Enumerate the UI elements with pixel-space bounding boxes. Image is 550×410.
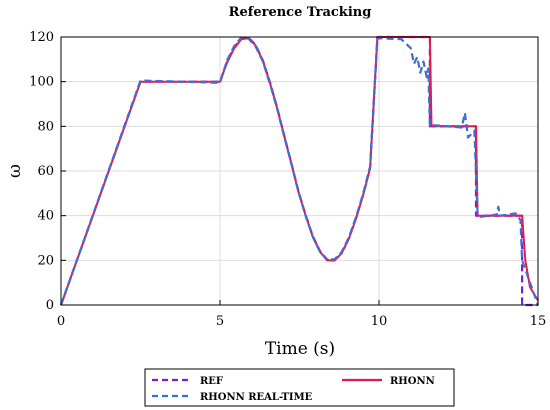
legend-label-rhonn-real-time: RHONN REAL-TIME — [200, 392, 313, 403]
y-tick-label: 0 — [46, 298, 54, 313]
ticks: 0 5 10 15 0 20 40 60 80 100 120 — [29, 30, 546, 329]
grid — [60, 36, 539, 306]
x-tick-label: 5 — [216, 314, 224, 329]
series-layer — [59, 35, 540, 307]
y-tick-label: 80 — [37, 119, 54, 134]
legend-label-rhonn: RHONN — [390, 376, 435, 387]
x-axis-label: Time (s) — [265, 339, 335, 359]
x-tick-label: 0 — [57, 314, 65, 329]
series-line-rhonn-real-time — [59, 36, 540, 306]
legend: REF RHONN REAL-TIME RHONN — [144, 368, 455, 407]
series-line-rhonn — [60, 36, 539, 306]
y-tick-label: 120 — [29, 30, 54, 45]
y-tick-label: 40 — [37, 209, 54, 224]
y-axis-label: ω — [5, 164, 25, 178]
y-tick-label: 20 — [37, 253, 54, 268]
x-tick-label: 10 — [371, 314, 388, 329]
x-tick-label: 15 — [530, 314, 547, 329]
y-tick-label: 100 — [29, 75, 54, 90]
chart-title: Reference Tracking — [229, 5, 372, 20]
y-tick-label: 60 — [37, 164, 54, 179]
legend-label-ref: REF — [200, 376, 223, 387]
legend-box — [144, 368, 455, 407]
